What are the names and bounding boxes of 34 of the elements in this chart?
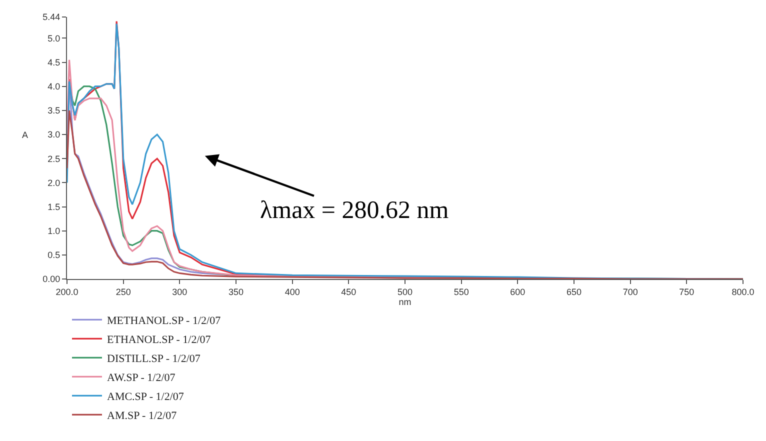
x-tick-label: 450 [341,286,356,297]
x-axis-title: nm [398,296,412,307]
x-tick-label: 750 [679,286,694,297]
y-tick-label: 1.5 [48,202,60,212]
legend-label: AW.SP - 1/2/07 [107,372,176,384]
x-tick-label: 650 [566,286,582,297]
legend-label: DISTILL.SP - 1/2/07 [107,352,201,365]
x-tick-label: 550 [454,286,469,297]
x-tick-label: 200.0 [56,286,78,297]
y-tick-label: 4.5 [48,57,60,68]
legend-label: ETHANOL.SP - 1/2/07 [107,334,212,346]
y-tick-label: 4.0 [48,82,60,92]
x-tick-label: 350 [228,286,244,297]
y-axis-title: A [22,130,28,140]
x-tick-label: 300 [172,286,188,297]
y-tick-label: 0.00 [42,274,60,284]
y-tick-label: 2.0 [48,178,60,188]
annotation: λmax = 280.62 nm [260,197,450,224]
y-tick-label: 3.5 [48,106,60,116]
x-tick-label: 400 [284,286,300,297]
y-tick-label: 5.44 [42,12,60,22]
legend-label: METHANOL.SP - 1/2/07 [107,314,222,327]
y-tick-label: 2.5 [48,154,60,164]
y-tick-label: 1.0 [48,226,60,236]
y-tick-label: 3.0 [48,130,60,140]
x-tick-label: 700 [622,286,638,297]
x-tick-label: 250 [116,286,131,297]
legend-label: AM.SP - 1/2/07 [107,410,178,422]
x-tick-label: 600 [510,286,526,297]
x-tick-label: 800.0 [732,286,754,297]
legend-label: AMC.SP - 1/2/07 [107,390,184,403]
y-tick-label: 0.5 [48,250,60,260]
x-tick-label: 500 [397,286,413,297]
y-tick-label: 5.0 [48,33,60,44]
